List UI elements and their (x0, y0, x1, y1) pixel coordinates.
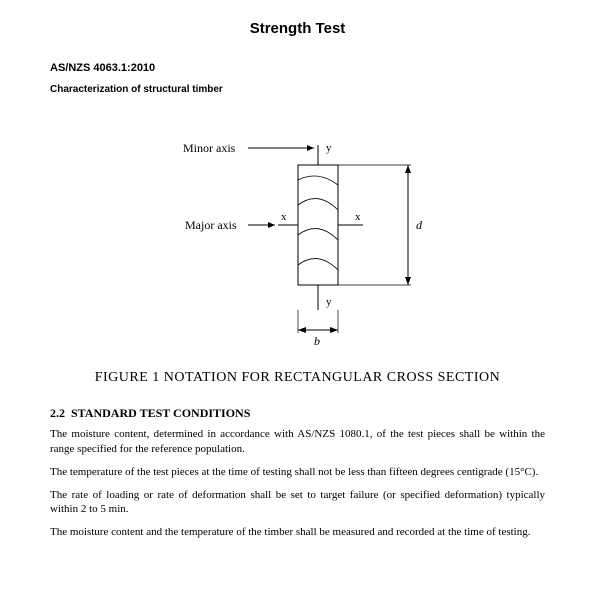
standard-subtitle: Characterization of structural timber (50, 84, 545, 95)
b-arrow-right (330, 327, 338, 333)
b-arrow-left (298, 327, 306, 333)
body-paragraph: The rate of loading or rate of deformati… (50, 488, 545, 518)
d-label: d (416, 218, 423, 232)
major-axis-arrowhead (268, 222, 275, 228)
major-axis-label: Major axis (185, 218, 237, 232)
body-paragraph: The moisture content and the temperature… (50, 525, 545, 540)
d-arrow-bottom (405, 277, 411, 285)
y-bottom-label: y (326, 296, 332, 308)
cross-section-diagram: y y Minor axis x x Major axis d (108, 125, 488, 355)
section-heading: 2.2 STANDARD TEST CONDITIONS (50, 406, 545, 421)
page: Strength Test AS/NZS 4063.1:2010 Charact… (0, 0, 595, 578)
x-right-label: x (355, 211, 361, 223)
minor-axis-arrowhead (307, 145, 314, 151)
x-left-label: x (281, 211, 287, 223)
page-title: Strength Test (50, 20, 545, 37)
standard-code: AS/NZS 4063.1:2010 (50, 62, 545, 74)
b-label: b (314, 334, 320, 348)
minor-axis-label: Minor axis (183, 141, 236, 155)
timber-rect (298, 165, 338, 285)
body-paragraph: The temperature of the test pieces at th… (50, 465, 545, 480)
body-paragraph: The moisture content, determined in acco… (50, 427, 545, 457)
figure-caption: FIGURE 1 NOTATION FOR RECTANGULAR CROSS … (50, 370, 545, 386)
y-top-label: y (326, 142, 332, 154)
figure-container: y y Minor axis x x Major axis d (50, 125, 545, 355)
d-arrow-top (405, 165, 411, 173)
section-number: 2.2 (50, 406, 65, 420)
section-title: STANDARD TEST CONDITIONS (71, 406, 250, 420)
